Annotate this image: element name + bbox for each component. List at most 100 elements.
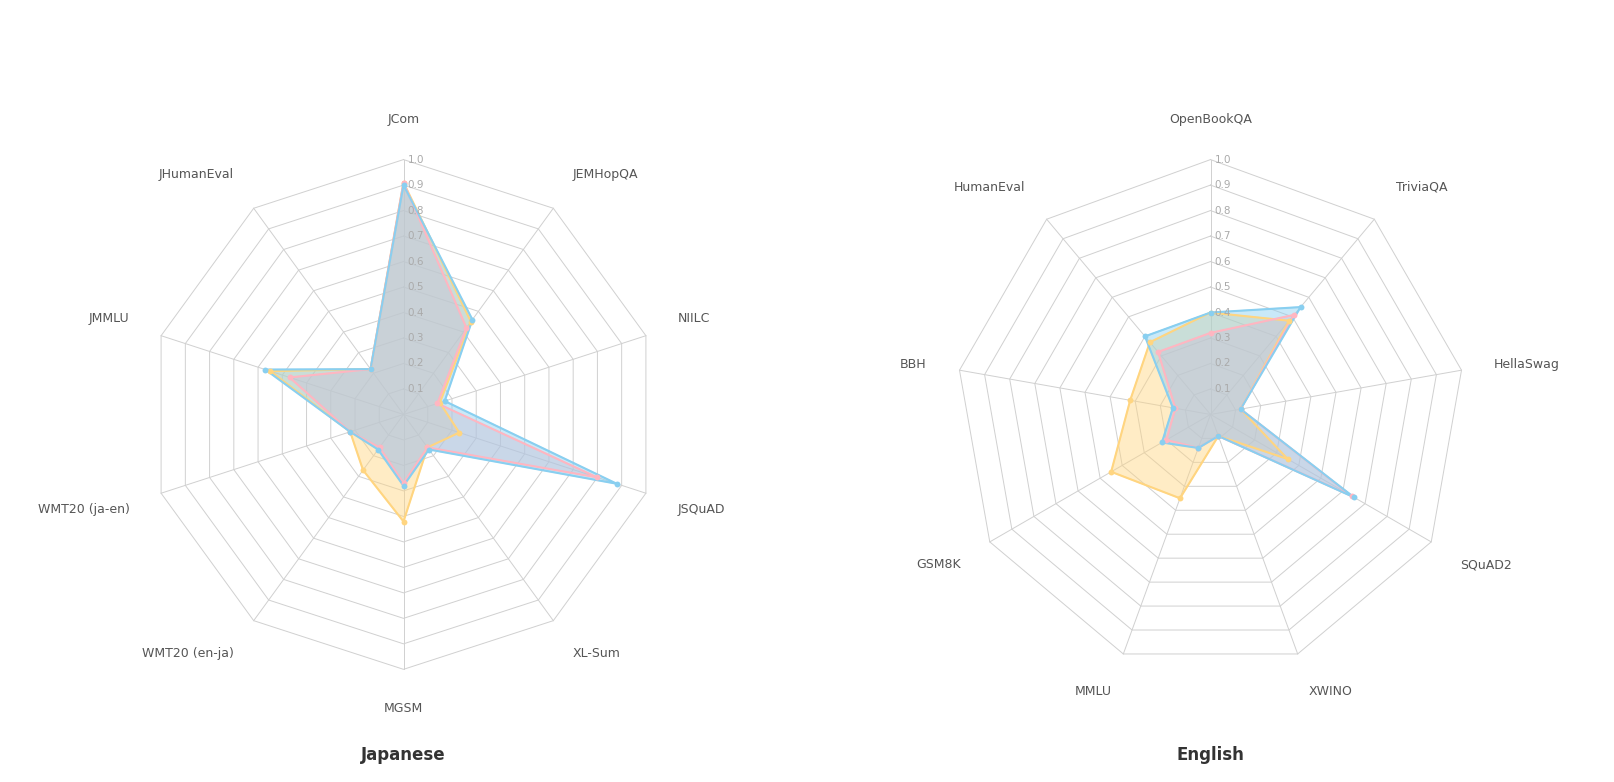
Text: BBH: BBH bbox=[901, 358, 926, 371]
Text: 0.1: 0.1 bbox=[1214, 384, 1231, 394]
Point bbox=[1275, 453, 1301, 465]
Point bbox=[424, 397, 450, 410]
Polygon shape bbox=[289, 182, 597, 483]
Polygon shape bbox=[270, 182, 471, 522]
Point bbox=[391, 176, 416, 188]
Text: 0.6: 0.6 bbox=[1214, 256, 1231, 267]
Point bbox=[1131, 330, 1157, 343]
Text: 0.9: 0.9 bbox=[1214, 180, 1231, 190]
Text: 0.4: 0.4 bbox=[407, 307, 424, 317]
Point bbox=[1167, 492, 1193, 504]
Point bbox=[447, 426, 473, 439]
Point bbox=[1198, 307, 1223, 319]
Polygon shape bbox=[1159, 315, 1353, 496]
Text: XL-Sum: XL-Sum bbox=[573, 647, 621, 661]
Point bbox=[416, 443, 442, 456]
Text: JMMLU: JMMLU bbox=[89, 313, 129, 325]
Point bbox=[1341, 491, 1367, 504]
Point bbox=[415, 441, 441, 454]
Text: MGSM: MGSM bbox=[384, 702, 423, 716]
Point bbox=[1160, 402, 1186, 414]
Text: 0.8: 0.8 bbox=[1214, 206, 1231, 216]
Point bbox=[252, 364, 278, 376]
Point bbox=[1340, 490, 1365, 502]
Text: 0.8: 0.8 bbox=[407, 206, 424, 216]
Point bbox=[428, 396, 454, 409]
Point bbox=[460, 314, 486, 326]
Text: JEMHopQA: JEMHopQA bbox=[573, 168, 638, 181]
Point bbox=[1162, 402, 1188, 414]
Point bbox=[1154, 434, 1180, 447]
Text: HellaSwag: HellaSwag bbox=[1495, 358, 1561, 371]
Point bbox=[1277, 314, 1302, 327]
Text: 1.0: 1.0 bbox=[1214, 155, 1231, 164]
Text: 0.9: 0.9 bbox=[407, 180, 424, 190]
Point bbox=[337, 425, 363, 438]
Text: Japanese: Japanese bbox=[362, 746, 445, 764]
Point bbox=[1149, 436, 1175, 449]
Point bbox=[358, 363, 384, 375]
Text: 0.2: 0.2 bbox=[1214, 358, 1231, 368]
Text: JHumanEval: JHumanEval bbox=[160, 168, 234, 181]
Text: JSQuAD: JSQuAD bbox=[678, 504, 725, 516]
Point bbox=[1228, 403, 1254, 415]
Point bbox=[1146, 346, 1172, 358]
Text: JCom: JCom bbox=[387, 113, 420, 127]
Text: SQuAD2: SQuAD2 bbox=[1461, 558, 1512, 572]
Text: TriviaQA: TriviaQA bbox=[1396, 181, 1448, 194]
Text: 0.5: 0.5 bbox=[407, 282, 424, 292]
Point bbox=[1198, 307, 1223, 319]
Text: 0.4: 0.4 bbox=[1214, 307, 1231, 317]
Point bbox=[1198, 327, 1223, 339]
Text: 0.1: 0.1 bbox=[407, 384, 424, 394]
Point bbox=[358, 363, 384, 375]
Point bbox=[365, 443, 391, 456]
Text: 0.7: 0.7 bbox=[1214, 231, 1231, 241]
Point bbox=[391, 477, 416, 490]
Point bbox=[391, 479, 416, 492]
Point bbox=[366, 441, 392, 454]
Point bbox=[1117, 394, 1143, 407]
Text: 0.6: 0.6 bbox=[407, 256, 424, 267]
Text: English: English bbox=[1177, 746, 1244, 764]
Point bbox=[1228, 403, 1254, 415]
Point bbox=[276, 371, 302, 384]
Text: XWINO: XWINO bbox=[1309, 685, 1353, 698]
Point bbox=[337, 425, 363, 438]
Point bbox=[1206, 430, 1231, 443]
Point bbox=[358, 363, 384, 375]
Point bbox=[1206, 430, 1231, 443]
Text: 0.5: 0.5 bbox=[1214, 282, 1231, 292]
Text: 1.0: 1.0 bbox=[407, 155, 424, 164]
Point bbox=[584, 472, 610, 484]
Text: GSM8K: GSM8K bbox=[917, 558, 960, 572]
Text: OpenBookQA: OpenBookQA bbox=[1169, 113, 1252, 127]
Point bbox=[1185, 442, 1210, 454]
Polygon shape bbox=[1144, 307, 1354, 497]
Text: MMLU: MMLU bbox=[1075, 685, 1112, 698]
Point bbox=[1136, 336, 1162, 349]
Text: 0.2: 0.2 bbox=[407, 358, 424, 368]
Text: WMT20 (ja-en): WMT20 (ja-en) bbox=[37, 504, 129, 516]
Text: WMT20 (en-ja): WMT20 (en-ja) bbox=[142, 647, 234, 661]
Text: 0.3: 0.3 bbox=[407, 333, 424, 343]
Point bbox=[391, 515, 416, 528]
Point bbox=[458, 315, 484, 328]
Point bbox=[433, 395, 458, 407]
Point bbox=[350, 464, 376, 476]
Point bbox=[1282, 309, 1307, 321]
Point bbox=[257, 365, 282, 378]
Point bbox=[1228, 403, 1254, 415]
Point bbox=[454, 321, 479, 334]
Point bbox=[1206, 430, 1231, 443]
Point bbox=[415, 441, 441, 454]
Point bbox=[391, 179, 416, 192]
Point bbox=[391, 176, 416, 188]
Text: HumanEval: HumanEval bbox=[954, 181, 1025, 194]
Text: 0.3: 0.3 bbox=[1214, 333, 1231, 343]
Point bbox=[604, 478, 629, 490]
Polygon shape bbox=[1110, 313, 1290, 498]
Text: NIILC: NIILC bbox=[678, 313, 710, 325]
Polygon shape bbox=[265, 185, 617, 486]
Point bbox=[1288, 301, 1314, 314]
